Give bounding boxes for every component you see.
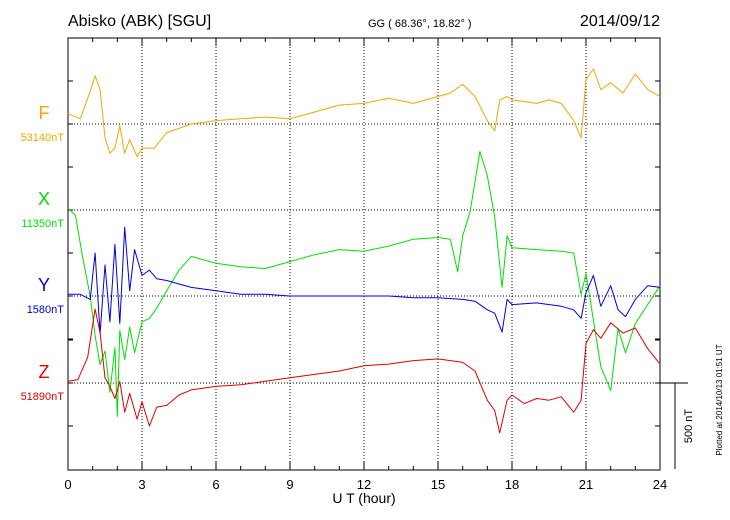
series-line-f	[67, 68, 661, 158]
x-tick-label: 12	[357, 477, 371, 492]
x-tick-label: 15	[431, 477, 445, 492]
series-line-y	[68, 226, 661, 335]
series-name-z: Z	[39, 362, 50, 382]
chart-header: Abisko (ABK) [SGU] GG ( 68.36°, 18.82° )…	[68, 13, 660, 30]
series-line-z	[67, 308, 661, 434]
chart-date: 2014/09/12	[580, 13, 660, 30]
series-baseline-y: 1580nT	[27, 304, 65, 316]
plotted-timestamp: Plotted at 2014/10/13 01:51 UT	[715, 344, 724, 455]
station-title: Abisko (ABK) [SGU]	[68, 13, 211, 30]
series-name-f: F	[39, 103, 50, 123]
x-tick-label: 24	[653, 477, 667, 492]
vertical-grid	[141, 38, 587, 470]
series-name-y: Y	[38, 275, 50, 295]
x-tick-label: 9	[286, 477, 293, 492]
series-baseline-z: 51890nT	[21, 391, 65, 403]
series-name-x: X	[38, 189, 50, 209]
scale-bar-label: 500 nT	[683, 409, 695, 444]
x-tick-label: 18	[505, 477, 519, 492]
x-tick-label: 21	[579, 477, 593, 492]
series-baseline-x: 11350nT	[21, 218, 64, 230]
x-tick-label: 3	[138, 477, 145, 492]
axis-ticks	[67, 38, 661, 470]
x-tick-labels: 0 3 6 9 12 15 18 21 24	[64, 477, 667, 492]
scale-bar: 500 nT	[660, 382, 695, 469]
x-tick-label: 0	[64, 477, 71, 492]
series-baseline-f: 53140nT	[21, 132, 65, 144]
series-labels: F 53140nT X 11350nT Y 1580nT Z 51890nT	[21, 103, 65, 403]
series-lines	[67, 68, 661, 434]
x-axis-label: U T (hour)	[332, 490, 395, 506]
station-coordinates: GG ( 68.36°, 18.82° )	[368, 18, 472, 30]
x-tick-label: 6	[212, 477, 219, 492]
